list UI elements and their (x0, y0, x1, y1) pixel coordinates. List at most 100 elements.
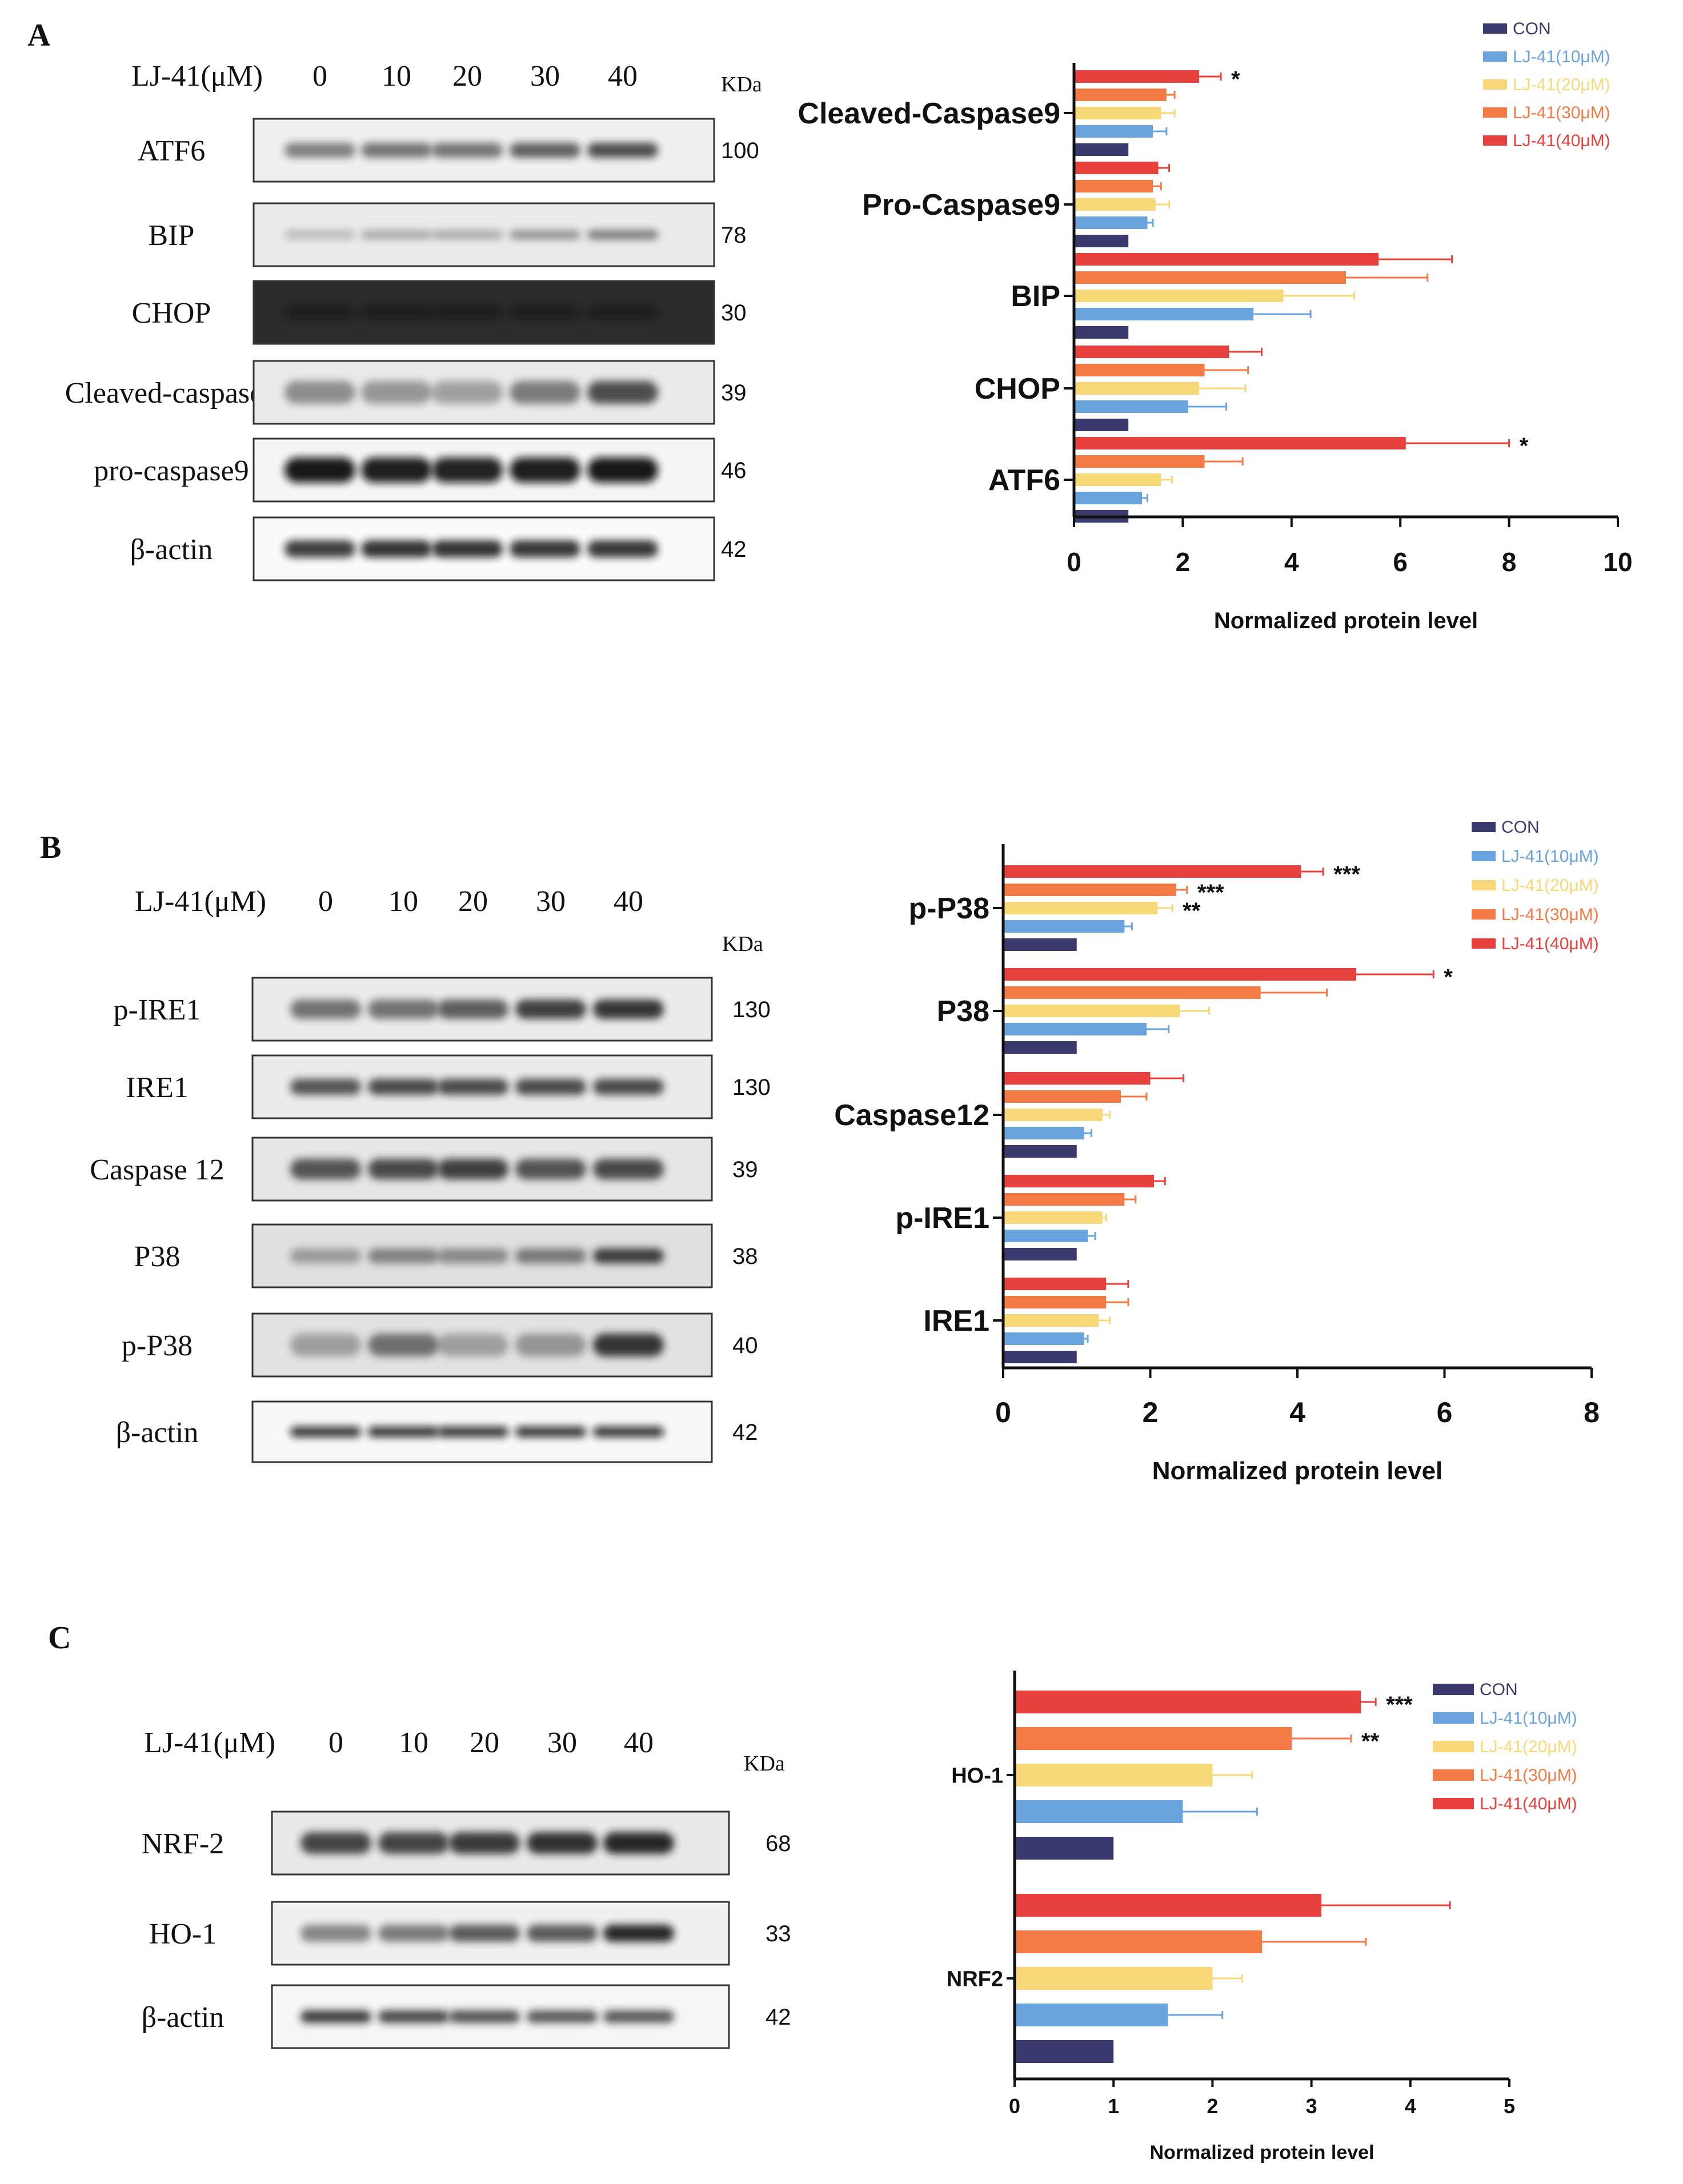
x-tick-label: 4 (1289, 1396, 1305, 1428)
dose-label-30: 30 (530, 60, 560, 93)
western-blot-c: LJ-41(μM) 0 10 20 30 40 KDa NRF-2 68 HO-1 33 β-acti… (142, 1727, 791, 2049)
kda-value: 130 (732, 997, 771, 1022)
protein-label: p-IRE1 (113, 994, 201, 1026)
category-label: Cleaved-Caspase9 (798, 97, 1060, 130)
band (438, 999, 508, 1019)
bar-ho-1-lj-41-30um (1015, 1727, 1292, 1750)
blot-row-atf6: ATF6 100 (138, 118, 759, 183)
bar-p-p38-lj-41-40um (1003, 865, 1301, 878)
band (527, 1925, 598, 1942)
blot-row-p-p38: p-P38 40 (122, 1312, 758, 1378)
x-tick-label: 4 (1284, 547, 1299, 577)
band (361, 457, 432, 483)
dose-label-30: 30 (536, 885, 566, 918)
x-tick-label: 6 (1437, 1396, 1453, 1428)
blot-row-chop: CHOP 30 (132, 280, 747, 345)
protein-label: P38 (134, 1240, 181, 1273)
band (593, 1248, 664, 1263)
band (593, 1079, 664, 1095)
dose-label-10: 10 (399, 1727, 428, 1759)
kda-value: 39 (721, 380, 747, 406)
band (432, 457, 503, 483)
band (432, 307, 503, 318)
band (378, 1925, 449, 1942)
kda-value: 39 (732, 1157, 758, 1182)
bar-ho-1-lj-41-20um (1015, 1764, 1213, 1786)
legend-swatch (1472, 909, 1496, 920)
legend-swatch (1433, 1741, 1474, 1752)
legend-item-con: CON (1433, 1680, 1518, 1699)
kda-value: 30 (721, 300, 747, 326)
legend-swatch (1483, 51, 1507, 62)
category-label: Caspase12 (834, 1099, 989, 1132)
legend-label: CON (1513, 19, 1551, 38)
band (510, 230, 580, 239)
x-axis-title: Normalized protein level (1214, 608, 1478, 633)
band (449, 2010, 520, 2023)
protein-label: CHOP (132, 297, 211, 330)
bar-bip-lj-41-30um (1074, 271, 1346, 284)
category-label: ATF6 (988, 464, 1060, 497)
band (587, 230, 658, 239)
bar-ire1-lj-41-10um (1003, 1332, 1084, 1345)
blot-row-beta-actin: β-actin 42 (116, 1400, 758, 1463)
band (368, 999, 439, 1019)
bar-chop-lj-41-10um (1074, 400, 1188, 413)
band (510, 143, 580, 158)
x-tick-label: 8 (1502, 547, 1517, 577)
category-group-ire1: IRE1 (923, 1278, 1129, 1363)
band (449, 1925, 520, 1942)
bar-pro-caspase9-lj-41-10um (1074, 216, 1148, 229)
kda-value: 46 (721, 458, 747, 483)
legend-item-lj-41-10um: LJ-41(10μM) (1472, 847, 1599, 866)
band (515, 1248, 586, 1263)
protein-label: p-P38 (122, 1330, 193, 1362)
category-label: p-IRE1 (895, 1202, 989, 1235)
band (432, 230, 503, 239)
band (587, 540, 658, 557)
dose-label-0: 0 (312, 60, 327, 93)
legend-item-lj-41-30um: LJ-41(30μM) (1483, 103, 1610, 122)
legend-swatch (1433, 1798, 1474, 1809)
legend-swatch (1433, 1684, 1474, 1695)
x-axis-title: Normalized protein level (1150, 2142, 1375, 2163)
band (587, 307, 658, 318)
bar-ho-1-lj-41-10um (1015, 1800, 1183, 1823)
dose-label-40: 40 (614, 885, 643, 918)
bar-p-ire1-lj-41-20um (1003, 1211, 1103, 1224)
significance-marker: *** (1333, 862, 1360, 887)
category-label: p-P38 (908, 892, 989, 925)
protein-label: β-actin (142, 2001, 225, 2034)
kda-value: 42 (766, 2005, 791, 2030)
bar-bip-lj-41-20um (1074, 290, 1284, 302)
protein-label: NRF-2 (142, 1828, 224, 1860)
bar-cleaved-caspase9-lj-41-40um (1074, 70, 1199, 83)
dose-label-40: 40 (624, 1727, 654, 1759)
blot-row-p38: P38 38 (134, 1223, 758, 1288)
western-blot-b: LJ-41(μM) 0 10 20 30 40 KDa p-IRE1 130 IRE1 130 Cas… (90, 885, 771, 1463)
x-axis-title: Normalized protein level (1152, 1457, 1443, 1485)
band (593, 999, 664, 1019)
bar-cleaved-caspase9-con (1074, 143, 1129, 156)
category-group-ho-1: ***** HO-1 (951, 1691, 1413, 1860)
band (515, 999, 586, 1019)
band (510, 307, 580, 318)
band (432, 381, 503, 404)
band (510, 540, 580, 557)
band (300, 2010, 371, 2023)
bar-ho-1-lj-41-40um (1015, 1691, 1361, 1713)
blot-row-ire1: IRE1 130 (126, 1054, 771, 1119)
band (593, 1334, 664, 1356)
legend-item-lj-41-30um: LJ-41(30μM) (1472, 905, 1599, 924)
category-group-pro-caspase9: Pro-Caspase9 (862, 162, 1171, 247)
dose-label-10: 10 (388, 885, 418, 918)
legend-label: CON (1480, 1680, 1518, 1699)
bar-p-p38-lj-41-20um (1003, 902, 1158, 914)
x-tick-label: 1 (1108, 2094, 1119, 2118)
bar-chop-con (1074, 419, 1129, 431)
blot-row-pro-caspase9: pro-caspase9 46 (94, 437, 747, 503)
protein-label: BIP (149, 219, 195, 252)
band (438, 1248, 508, 1263)
band (361, 143, 432, 158)
